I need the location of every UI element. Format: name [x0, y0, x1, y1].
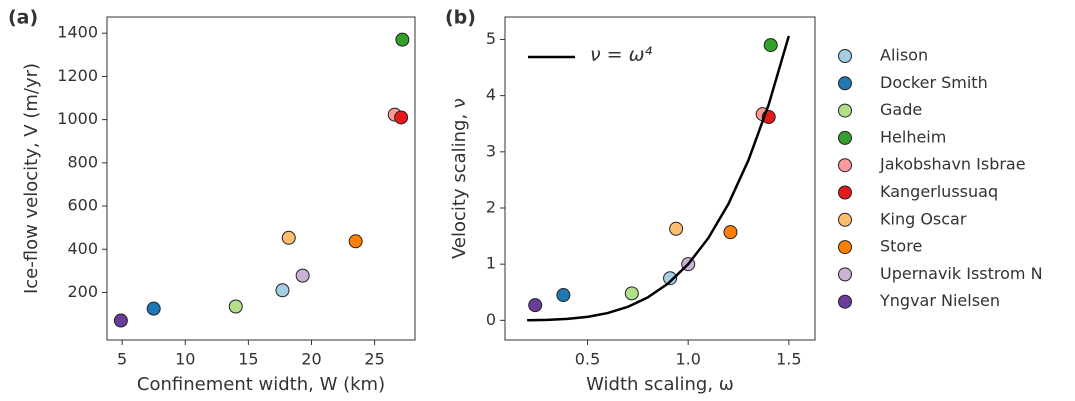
legend-marker — [838, 76, 852, 91]
x-tick-label: 15 — [238, 350, 258, 369]
y-tick-label: 2 — [486, 197, 496, 216]
legend-label: Store — [880, 237, 922, 256]
legend-label: Kangerlussuaq — [880, 182, 998, 201]
legend-marker — [838, 103, 852, 118]
data-point — [146, 301, 161, 316]
data-point — [228, 299, 243, 314]
y-tick-label: 400 — [67, 239, 98, 258]
legend-label: Jakobshavn Isbrae — [879, 155, 1026, 174]
axes-frame — [106, 16, 416, 341]
data-point — [295, 268, 310, 283]
x-tick-label: 20 — [301, 350, 321, 369]
data-point — [723, 225, 738, 240]
legend-marker — [838, 49, 852, 63]
legend-label: Alison — [880, 46, 928, 65]
y-tick-label: 1000 — [57, 109, 98, 128]
curve — [527, 35, 791, 322]
panel-label: (b) — [445, 7, 476, 29]
legend-marker — [838, 212, 852, 227]
legend-marker — [838, 185, 852, 200]
data-point — [395, 32, 410, 47]
y-tick-label: 1200 — [57, 66, 98, 85]
data-point — [113, 313, 128, 328]
y-tick-label: 800 — [67, 152, 98, 171]
legend-label: ν = ω⁴ — [590, 44, 653, 66]
data-point — [348, 234, 363, 249]
x-tick-label: 5 — [117, 350, 127, 369]
data-point — [281, 230, 296, 245]
legend-marker — [838, 158, 852, 173]
legend-marker — [838, 294, 852, 309]
y-tick-label: 3 — [486, 141, 496, 160]
x-tick-label: 1.0 — [675, 350, 700, 369]
data-point — [394, 110, 409, 125]
axes-frame — [504, 16, 816, 341]
y-tick-label: 600 — [67, 196, 98, 215]
y-tick-label: 5 — [486, 29, 496, 48]
y-tick-label: 1400 — [57, 23, 98, 42]
x-axis-label: Width scaling, ω — [586, 374, 734, 395]
x-axis-label: Confinement width, W (km) — [137, 374, 385, 395]
legend-marker — [838, 240, 852, 255]
y-tick-label: 200 — [67, 282, 98, 301]
x-tick-label: 10 — [175, 350, 195, 369]
x-tick-label: 0.5 — [575, 350, 600, 369]
legend-marker — [838, 267, 852, 282]
x-tick-label: 25 — [364, 350, 384, 369]
legend-label: Gade — [880, 100, 922, 119]
y-tick-label: 0 — [486, 310, 496, 329]
x-tick-label: 1.5 — [776, 350, 801, 369]
legend-marker — [838, 130, 852, 145]
data-point — [763, 38, 778, 53]
data-point — [275, 283, 290, 298]
legend-label: Docker Smith — [880, 73, 988, 92]
legend-label: Helheim — [880, 127, 946, 146]
data-point — [528, 298, 543, 313]
y-axis-label: Ice-flow velocity, V (m/yr) — [21, 63, 42, 294]
legend-label: King Oscar — [880, 209, 967, 228]
legend-label: Upernavik Isstrom N — [880, 264, 1043, 283]
y-tick-label: 1 — [486, 254, 496, 273]
data-point — [663, 271, 678, 286]
panel-label: (a) — [8, 7, 38, 29]
y-axis-label: Velocity scaling, ν — [449, 98, 470, 259]
y-tick-label: 4 — [486, 85, 496, 104]
data-point — [669, 221, 684, 236]
data-point — [556, 288, 571, 303]
data-point — [624, 286, 639, 301]
legend-label: Yngvar Nielsen — [879, 291, 1000, 310]
